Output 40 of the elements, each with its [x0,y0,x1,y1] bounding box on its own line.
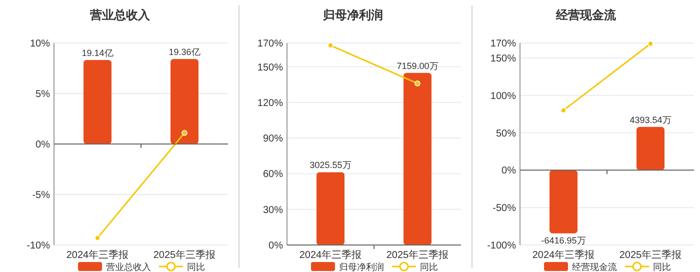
x-tick-label: 2025年三季报 [153,249,216,261]
legend-label: 营业总收入 [106,262,151,272]
x-tick-label: 2025年三季报 [386,249,449,261]
y-tick-label: 0% [502,166,516,177]
legend-label: 归母净利润 [339,262,384,272]
legend-label: 同比 [420,262,438,272]
y-tick-label: 90% [262,134,284,145]
y-tick-label: 0% [268,240,284,252]
data-label: 19.14亿 [82,48,114,58]
y-tick-label: 120% [257,98,284,109]
x-tick-label: 2024年三季报 [532,249,595,261]
y-tick-label: 30% [262,204,284,216]
x-tick-label: 2024年三季报 [299,249,362,261]
y-tick-label: 150% [490,53,516,64]
y-tick-label: 0% [36,140,50,150]
chart-title: 经营现金流 [555,8,617,22]
data-label: 3025.55万 [310,160,352,170]
chart-title: 营业总收入 [89,8,151,22]
data-label: 19.36亿 [168,46,200,57]
y-tick-label: 170% [257,38,284,50]
y-tick-label: -10% [26,240,50,252]
legend-label: 同比 [187,262,205,272]
y-tick-label: -50% [492,203,516,214]
y-tick-label: 170% [490,38,516,50]
y-tick-label: 150% [257,62,284,74]
y-tick-label: 60% [262,169,284,180]
data-label: 7159.00万 [396,60,438,71]
x-tick-label: 2024年三季报 [66,249,129,261]
y-tick-label: 100% [490,90,516,102]
data-label: -6416.95万 [541,235,586,246]
chart-title: 归母净利润 [322,8,383,22]
y-tick-label: -5% [32,190,50,201]
y-tick-label: -100% [487,240,516,252]
legend-label: 同比 [653,262,671,272]
y-tick-label: 10% [30,38,50,50]
x-tick-label: 2025年三季报 [619,249,682,261]
legend-label: 经营现金流 [572,262,617,272]
data-label: 4393.54万 [630,114,672,125]
y-tick-label: 50% [496,128,516,140]
y-tick-label: 5% [36,89,50,100]
